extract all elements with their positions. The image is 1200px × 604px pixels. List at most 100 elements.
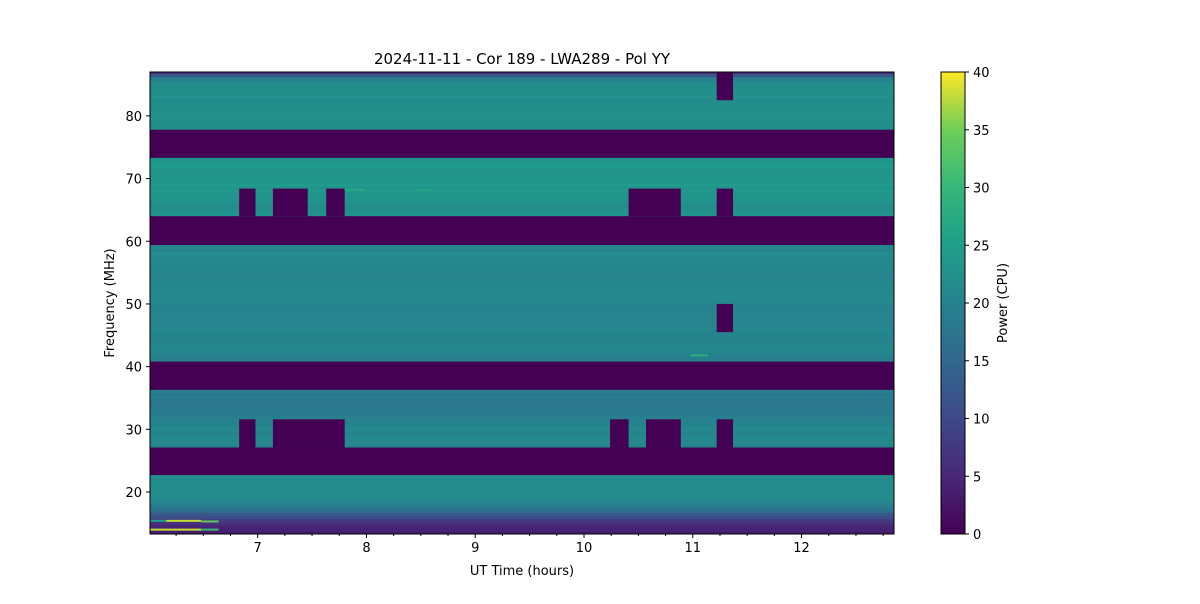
heatmap-row <box>150 170 894 175</box>
heatmap-row <box>150 342 894 347</box>
heatmap-row <box>150 286 894 291</box>
heatmap-row <box>150 352 894 356</box>
heatmap-row <box>150 324 894 328</box>
rfi-line <box>150 519 167 522</box>
heatmap-row <box>150 493 894 497</box>
heatmap-row <box>150 314 894 319</box>
colorbar <box>940 71 966 535</box>
heatmap-row <box>150 157 894 162</box>
heatmap-row <box>150 192 894 197</box>
heatmap-row <box>150 327 894 331</box>
colorbar-tick-label: 25 <box>973 239 990 254</box>
flagged-block <box>716 188 734 217</box>
heatmap-row <box>150 82 894 87</box>
colorbar-tick-label: 0 <box>973 528 981 543</box>
heatmap-row <box>150 214 894 219</box>
rfi-line <box>690 354 708 357</box>
chart-title: 2024-11-11 - Cor 189 - LWA289 - Pol YY <box>374 50 671 68</box>
flagged-block <box>239 188 256 217</box>
heatmap-row <box>150 126 894 131</box>
plot-frame <box>149 71 895 535</box>
heatmap-row <box>150 267 894 272</box>
x-tick-label: 11 <box>684 541 701 556</box>
rfi-line <box>150 528 202 531</box>
colorbar-tick-label: 40 <box>973 66 990 81</box>
heatmap-row <box>150 411 894 416</box>
heatmap-row <box>150 85 894 90</box>
x-axis: 7 8 9 10 11 12 <box>175 534 884 556</box>
x-tick-label: 10 <box>576 541 593 556</box>
heatmap-row <box>150 502 894 507</box>
heatmap-row <box>150 399 894 403</box>
flagged-block <box>646 419 681 448</box>
heatmap-row <box>150 120 894 125</box>
heatmap-row <box>150 317 894 322</box>
heatmap-row <box>150 201 894 206</box>
flagged-block <box>272 188 308 217</box>
heatmap-row <box>150 273 894 278</box>
y-tick-label: 80 <box>125 110 142 125</box>
heatmap-row <box>150 433 894 438</box>
colorbar-tick-label: 5 <box>973 470 981 485</box>
heatmap-row <box>150 515 894 519</box>
heatmap-row <box>150 336 894 341</box>
heatmap-row <box>150 527 894 532</box>
heatmap-row <box>150 117 894 121</box>
heatmap-row <box>150 521 894 526</box>
heatmap-row <box>150 292 894 297</box>
heatmap-row <box>150 258 894 262</box>
heatmap-row <box>150 208 894 212</box>
heatmap-row <box>150 414 894 419</box>
heatmap-row <box>150 490 894 494</box>
y-tick-label: 20 <box>125 486 142 501</box>
heatmap-row <box>150 248 894 253</box>
y-tick-label: 60 <box>125 235 142 250</box>
y-axis: 20 30 40 50 60 70 80 <box>125 110 150 501</box>
y-tick-label: 50 <box>125 298 142 313</box>
colorbar-tick-label: 15 <box>973 355 990 370</box>
heatmap-row <box>150 176 894 181</box>
heatmap-row <box>150 104 894 109</box>
heatmap-row <box>150 302 894 306</box>
colorbar-tick-label: 20 <box>973 297 990 312</box>
heatmap-row <box>150 421 894 425</box>
heatmap-row <box>150 107 894 112</box>
heatmap-row <box>150 161 894 165</box>
heatmap-row <box>150 101 894 106</box>
heatmap-row <box>150 443 894 447</box>
heatmap-row <box>150 261 894 266</box>
heatmap-row <box>150 95 894 99</box>
heatmap-row <box>150 276 894 281</box>
y-tick-label: 30 <box>125 423 142 438</box>
heatmap-row <box>150 283 894 287</box>
colorbar-label: Power (CPU) <box>996 263 1011 343</box>
heatmap-row <box>150 264 894 269</box>
flagged-block <box>716 303 734 333</box>
heatmap-row <box>150 483 894 488</box>
heatmap-row <box>150 311 894 316</box>
rfi-line <box>201 528 219 531</box>
heatmap-row <box>150 76 894 81</box>
heatmap-row <box>150 308 894 313</box>
heatmap-row <box>150 280 894 284</box>
heatmap-row <box>150 320 894 325</box>
x-tick-label: 7 <box>254 541 262 556</box>
heatmap-row <box>150 408 894 413</box>
heatmap-row <box>150 305 894 309</box>
heatmap-row <box>150 198 894 203</box>
heatmap-row <box>150 123 894 128</box>
heatmap-row <box>150 110 894 115</box>
heatmap-row <box>150 72 894 74</box>
flagged-band <box>150 216 894 246</box>
heatmap-row <box>150 418 894 422</box>
heatmap-row <box>150 167 894 172</box>
heatmap-row <box>150 298 894 303</box>
heatmap-row <box>150 477 894 482</box>
rfi-line <box>166 519 202 522</box>
y-axis-label: Frequency (MHz) <box>103 248 118 357</box>
heatmap-row <box>150 427 894 432</box>
rfi-line <box>415 188 432 191</box>
y-tick-label: 70 <box>125 173 142 188</box>
x-tick-label: 9 <box>471 541 479 556</box>
